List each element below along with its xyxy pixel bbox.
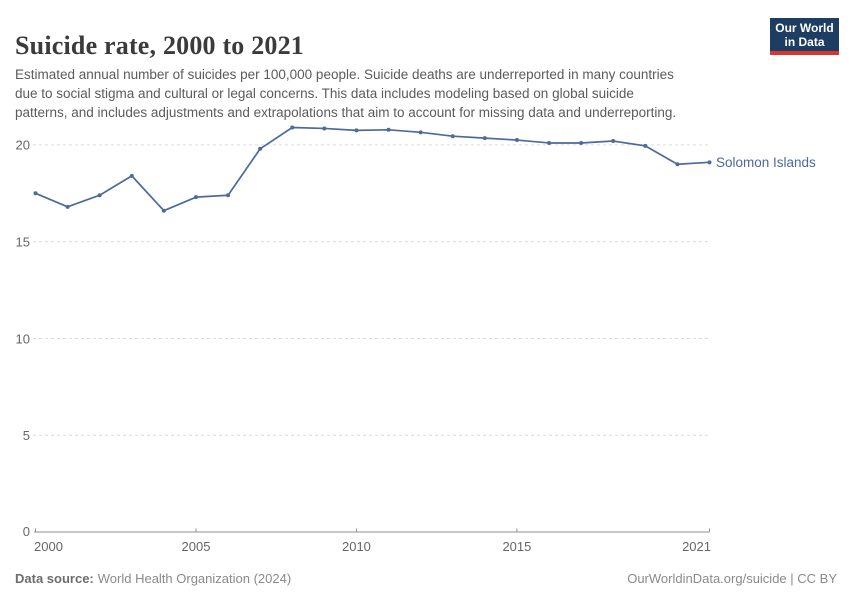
chart-subtitle: Estimated annual number of suicides per … xyxy=(15,66,677,120)
data-point xyxy=(258,146,263,151)
data-point xyxy=(450,134,455,139)
data-point xyxy=(322,126,327,131)
y-axis-tick-label: 10 xyxy=(16,331,30,346)
x-axis-tick-label: 2015 xyxy=(502,539,531,554)
y-axis-tick-label: 5 xyxy=(23,428,30,443)
data-point xyxy=(386,127,391,132)
data-point xyxy=(226,193,231,198)
data-point xyxy=(193,195,198,200)
data-point xyxy=(643,143,648,148)
data-point xyxy=(514,138,519,143)
x-axis-tick-label: 2005 xyxy=(182,539,211,554)
y-axis-tick-label: 15 xyxy=(16,234,30,249)
owid-logo-text-line2: in Data xyxy=(784,35,825,49)
data-source-value: World Health Organization (2024) xyxy=(97,571,292,586)
series-line xyxy=(34,126,711,212)
data-point xyxy=(707,160,712,165)
page-title: Suicide rate, 2000 to 2021 xyxy=(15,31,305,61)
data-point xyxy=(129,173,134,178)
x-axis-tick-label: 2021 xyxy=(682,539,711,554)
attribution-link: OurWorldinData.org/suicide | CC BY xyxy=(627,571,837,586)
y-axis-tick-label: 0 xyxy=(23,524,30,539)
data-source: Data source: World Health Organization (2… xyxy=(15,571,291,586)
data-point xyxy=(482,136,487,141)
data-point xyxy=(675,162,680,167)
data-source-label: Data source: xyxy=(15,571,94,586)
data-point xyxy=(97,193,102,198)
data-point xyxy=(579,140,584,145)
data-point xyxy=(65,204,70,209)
owid-logo-text-line1: Our World xyxy=(775,21,834,35)
y-axis-tick-label: 20 xyxy=(16,138,30,153)
data-point xyxy=(611,139,616,144)
owid-logo: Our World in Data xyxy=(770,18,839,55)
data-point xyxy=(418,130,423,135)
x-axis-tick-label: 2010 xyxy=(342,539,371,554)
data-point xyxy=(290,125,295,130)
data-point xyxy=(33,191,38,196)
data-point xyxy=(354,128,359,133)
entity-label: Solomon Islands xyxy=(716,155,816,170)
data-point xyxy=(161,208,166,213)
x-axis-tick-label: 2000 xyxy=(34,539,63,554)
chart-footer: Data source: World Health Organization (2… xyxy=(15,571,837,586)
data-point xyxy=(547,140,552,145)
